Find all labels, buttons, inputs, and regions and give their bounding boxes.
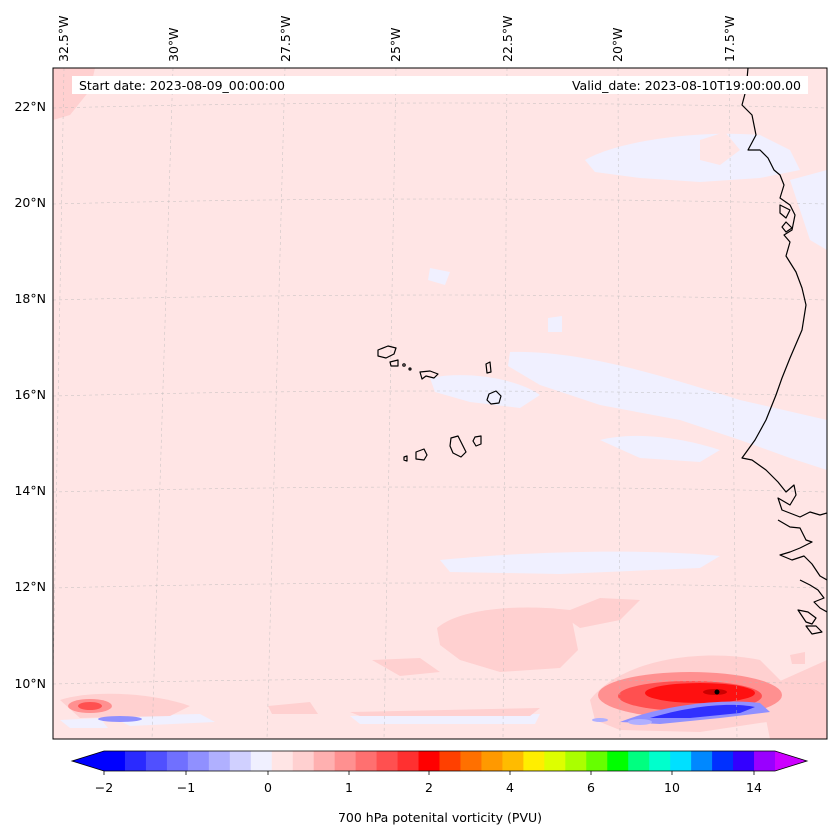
colorbar-cell [334,751,357,771]
colorbar-cell [355,751,378,771]
gridlines [53,68,827,739]
lat-label-14n: 14°N [14,483,46,498]
colorbar-cell [376,751,399,771]
colorbar-cell [565,751,587,771]
colorbar-cell [523,751,545,771]
pv-field [53,68,827,739]
colorbar-cell [250,751,273,771]
lon-label-17-5w: 17.5°W [722,16,737,62]
lat-label-18n: 18°N [14,291,46,306]
colorbar-tick-4: 4 [506,780,514,795]
latitude-labels: 22°N 20°N 18°N 16°N 14°N 12°N 10°N [14,99,46,691]
lat-label-12n: 12°N [14,579,46,594]
colorbar-cell [481,751,503,771]
start-date-label: Start date: 2023-08-09_00:00:00 [79,78,285,93]
colorbar-cell [670,751,692,771]
colorbar-cells [104,751,776,771]
colorbar-cell [397,751,420,771]
colorbar-cell [124,751,147,771]
colorbar-cell [649,751,671,771]
colorbar-cell [104,751,126,771]
start-date-box [72,76,312,94]
colorbar-tick-1: 1 [345,780,353,795]
colorbar-cell [418,751,440,771]
colorbar-tick-14: 14 [746,780,762,795]
lat-label-16n: 16°N [14,387,46,402]
colorbar-tick-minus2: −2 [95,780,113,795]
colorbar-cell [628,751,650,771]
coastlines [377,68,827,635]
map-frame [52,67,828,740]
colorbar-tick-minus1: −1 [177,780,195,795]
lon-label-27-5w: 27.5°W [278,16,293,62]
colorbar-cell [691,751,713,771]
colorbar-tick-10: 10 [664,780,680,795]
lon-label-32-5w: 32.5°W [56,16,71,62]
colorbar-tick-6: 6 [587,780,595,795]
colorbar-label: 700 hPa potenital vorticity (PVU) [338,810,542,825]
colorbar-cell [187,751,210,771]
colorbar-cell [313,751,336,771]
colorbar-low-extend [72,751,104,771]
lon-label-20w: 20°W [610,27,625,62]
colorbar-outline [70,750,809,772]
lon-label-30w: 30°W [166,27,181,62]
colorbar-cell [145,751,168,771]
colorbar-cell [460,751,482,771]
colorbar-cell [229,751,252,771]
colorbar-cell [712,751,734,771]
colorbar-cell [733,751,755,771]
colorbar-cell [607,751,629,771]
lat-label-20n: 20°N [14,195,46,210]
colorbar-cell [208,751,231,771]
colorbar-cell [544,751,566,771]
colorbar-tick-0: 0 [264,780,272,795]
colorbar-cell [292,751,315,771]
colorbar-high-extend [775,751,807,771]
longitude-labels: 32.5°W 30°W 27.5°W 25°W 22.5°W 20°W 17.5… [56,16,737,62]
colorbar-cell [502,751,524,771]
colorbar-cell [166,751,189,771]
colorbar-ticks [103,771,755,775]
colorbar-cell [439,751,461,771]
colorbar-cell [271,751,294,771]
colorbar-cell [586,751,608,771]
valid-date-box [312,76,808,94]
colorbar-cell [754,751,776,771]
lon-label-25w: 25°W [388,27,403,62]
colorbar: −2 −1 0 1 2 4 6 10 14 700 hPa potenital … [70,750,809,825]
colorbar-tick-2: 2 [425,780,433,795]
lat-label-10n: 10°N [14,676,46,691]
valid-date-label: Valid_date: 2023-08-10T19:00:00.00 [572,78,801,93]
lat-label-22n: 22°N [14,99,46,114]
lon-label-22-5w: 22.5°W [500,16,515,62]
